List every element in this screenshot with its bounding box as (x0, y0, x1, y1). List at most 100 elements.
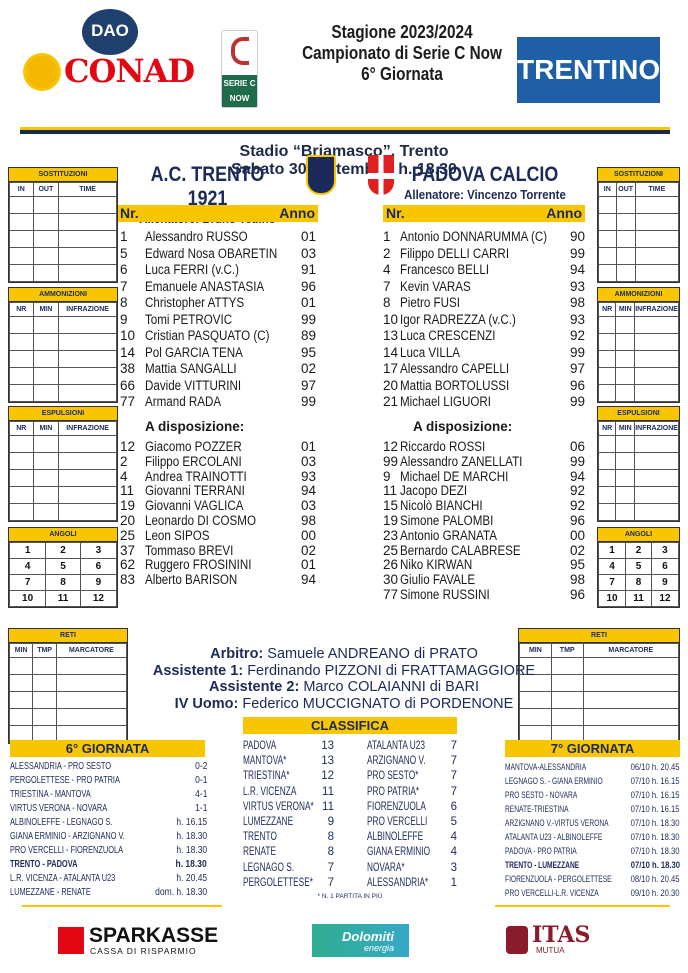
corner-cell[interactable]: 9 (650, 574, 680, 591)
entry-cell[interactable] (597, 384, 617, 402)
entry-cell[interactable] (9, 230, 34, 248)
entry-cell[interactable] (634, 469, 679, 487)
corner-cell[interactable]: 6 (79, 558, 118, 575)
entry-cell[interactable] (597, 350, 617, 368)
corner-cell[interactable]: 4 (8, 558, 47, 575)
entry-cell[interactable] (32, 469, 60, 487)
entry-cell[interactable] (9, 452, 34, 470)
corner-cell[interactable]: 5 (625, 558, 652, 575)
corner-cell[interactable]: 12 (79, 590, 118, 607)
corner-cell[interactable]: 8 (45, 574, 81, 591)
entry-cell[interactable] (58, 230, 117, 248)
entry-cell[interactable] (615, 230, 636, 248)
corner-cell[interactable]: 11 (45, 590, 81, 607)
entry-cell[interactable] (597, 469, 617, 487)
entry-cell[interactable] (634, 350, 679, 368)
corner-cell[interactable]: 12 (650, 590, 680, 607)
entry-cell[interactable] (598, 196, 617, 214)
entry-cell[interactable] (32, 213, 60, 231)
entry-cell[interactable] (32, 196, 60, 214)
entry-cell[interactable] (634, 384, 679, 402)
entry-cell[interactable] (32, 264, 60, 282)
entry-cell[interactable] (32, 230, 60, 248)
entry-cell[interactable] (615, 469, 636, 487)
entry-cell[interactable] (9, 247, 34, 265)
entry-cell[interactable] (58, 469, 117, 487)
corner-cell[interactable]: 2 (45, 542, 81, 559)
entry-cell[interactable] (32, 435, 60, 453)
corner-cell[interactable]: 8 (625, 574, 652, 591)
entry-cell[interactable] (58, 333, 117, 351)
entry-cell[interactable] (58, 486, 117, 504)
entry-cell[interactable] (58, 367, 117, 385)
entry-cell[interactable] (58, 452, 117, 470)
entry-cell[interactable] (58, 503, 117, 521)
entry-cell[interactable] (9, 213, 34, 231)
entry-cell[interactable] (9, 503, 34, 521)
entry-cell[interactable] (58, 196, 117, 214)
entry-cell[interactable] (597, 503, 617, 521)
entry-cell[interactable] (32, 316, 60, 334)
entry-cell[interactable] (58, 264, 117, 282)
entry-cell[interactable] (597, 452, 617, 470)
entry-cell[interactable] (615, 213, 636, 231)
entry-cell[interactable] (598, 264, 617, 282)
entry-cell[interactable] (9, 384, 34, 402)
entry-cell[interactable] (58, 435, 117, 453)
entry-cell[interactable] (615, 350, 636, 368)
corner-cell[interactable]: 1 (597, 542, 627, 559)
entry-cell[interactable] (597, 333, 617, 351)
corner-cell[interactable]: 1 (8, 542, 47, 559)
entry-cell[interactable] (32, 367, 60, 385)
entry-cell[interactable] (597, 367, 617, 385)
entry-cell[interactable] (32, 486, 60, 504)
entry-cell[interactable] (598, 247, 617, 265)
entry-cell[interactable] (615, 333, 636, 351)
entry-cell[interactable] (9, 264, 34, 282)
entry-cell[interactable] (615, 367, 636, 385)
entry-cell[interactable] (615, 247, 636, 265)
entry-cell[interactable] (32, 384, 60, 402)
entry-cell[interactable] (634, 435, 679, 453)
entry-cell[interactable] (634, 333, 679, 351)
entry-cell[interactable] (597, 486, 617, 504)
entry-cell[interactable] (634, 367, 679, 385)
entry-cell[interactable] (597, 316, 617, 334)
entry-cell[interactable] (634, 452, 679, 470)
entry-cell[interactable] (9, 333, 34, 351)
entry-cell[interactable] (598, 230, 617, 248)
entry-cell[interactable] (615, 452, 636, 470)
corner-cell[interactable]: 7 (8, 574, 47, 591)
corner-cell[interactable]: 7 (597, 574, 627, 591)
corner-cell[interactable]: 3 (650, 542, 680, 559)
entry-cell[interactable] (634, 196, 680, 214)
entry-cell[interactable] (634, 247, 680, 265)
corner-cell[interactable]: 3 (79, 542, 118, 559)
entry-cell[interactable] (615, 503, 636, 521)
entry-cell[interactable] (58, 350, 117, 368)
entry-cell[interactable] (9, 350, 34, 368)
entry-cell[interactable] (32, 247, 60, 265)
corner-cell[interactable]: 5 (45, 558, 81, 575)
corner-cell[interactable]: 11 (625, 590, 652, 607)
entry-cell[interactable] (32, 452, 60, 470)
entry-cell[interactable] (58, 247, 117, 265)
entry-cell[interactable] (32, 333, 60, 351)
corner-cell[interactable]: 6 (650, 558, 680, 575)
entry-cell[interactable] (32, 350, 60, 368)
corner-cell[interactable]: 10 (8, 590, 47, 607)
entry-cell[interactable] (615, 384, 636, 402)
entry-cell[interactable] (58, 384, 117, 402)
entry-cell[interactable] (615, 316, 636, 334)
entry-cell[interactable] (58, 316, 117, 334)
entry-cell[interactable] (9, 469, 34, 487)
entry-cell[interactable] (9, 196, 34, 214)
corner-cell[interactable]: 4 (597, 558, 627, 575)
entry-cell[interactable] (634, 230, 680, 248)
entry-cell[interactable] (615, 435, 636, 453)
entry-cell[interactable] (597, 435, 617, 453)
entry-cell[interactable] (9, 486, 34, 504)
entry-cell[interactable] (598, 213, 617, 231)
entry-cell[interactable] (634, 264, 680, 282)
entry-cell[interactable] (9, 316, 34, 334)
